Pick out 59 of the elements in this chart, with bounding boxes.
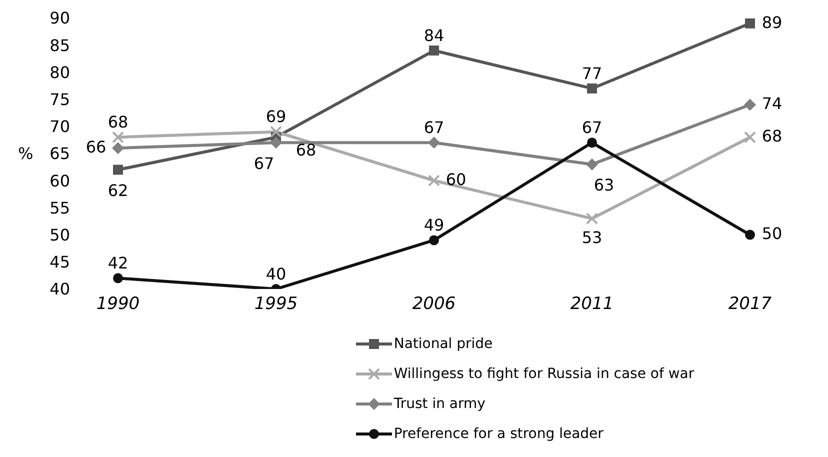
y-tick-label: 85 xyxy=(50,36,70,55)
data-label: 68 xyxy=(108,112,128,132)
data-label: 89 xyxy=(762,12,782,32)
x-tick-label: 2011 xyxy=(570,294,614,314)
point xyxy=(428,136,440,149)
x-tick-label: 2017 xyxy=(728,294,772,314)
data-label: 60 xyxy=(446,170,466,189)
data-label: 67 xyxy=(424,118,444,138)
y-tick-label: 40 xyxy=(50,280,70,299)
x-tick-label: 1995 xyxy=(254,294,298,314)
data-label: 40 xyxy=(266,264,286,284)
legend-label: Willingess to fight for Russia in case of war xyxy=(394,366,694,382)
y-tick-label: 60 xyxy=(50,171,70,190)
y-tick-label: 90 xyxy=(50,8,70,28)
legend-label: Trust in army xyxy=(394,396,486,412)
data-label: 67 xyxy=(254,154,274,174)
y-axis-title: % xyxy=(18,144,34,164)
data-label: 49 xyxy=(424,216,444,235)
data-label: 74 xyxy=(762,94,782,114)
point xyxy=(270,136,282,149)
data-label: 62 xyxy=(108,181,128,200)
point xyxy=(113,273,123,284)
data-label: 67 xyxy=(582,118,602,138)
point xyxy=(745,230,755,240)
data-label: 63 xyxy=(594,176,614,195)
y-tick-label: 70 xyxy=(50,117,70,136)
point xyxy=(112,142,124,154)
x-tick-label: 2006 xyxy=(412,294,456,314)
y-tick-label: 55 xyxy=(50,198,70,218)
data-label: 68 xyxy=(296,140,316,160)
data-label: 53 xyxy=(582,228,602,247)
data-label: 42 xyxy=(108,254,128,273)
legend-label: National pride xyxy=(394,336,493,352)
point xyxy=(744,131,756,144)
data-label: 84 xyxy=(424,26,444,45)
point xyxy=(429,235,439,246)
x-tick-label: 1990 xyxy=(96,294,140,314)
point xyxy=(587,83,597,94)
point xyxy=(586,158,598,170)
data-label: 68 xyxy=(762,126,782,146)
point xyxy=(270,126,282,138)
legend-label: Preference for a strong leader xyxy=(394,426,604,442)
y-tick-label: 45 xyxy=(50,252,70,272)
point xyxy=(586,212,598,225)
y-tick-label: 75 xyxy=(50,90,70,109)
y-tick-label: 50 xyxy=(50,225,70,244)
point xyxy=(112,131,124,144)
point xyxy=(428,174,440,187)
y-tick-label: 65 xyxy=(50,144,70,164)
data-label: 69 xyxy=(266,107,286,126)
point xyxy=(744,98,756,111)
data-label: 77 xyxy=(582,64,602,83)
data-label: 66 xyxy=(86,137,106,156)
y-tick-label: 80 xyxy=(50,62,70,82)
point xyxy=(745,18,755,28)
point xyxy=(113,164,123,175)
point xyxy=(587,138,597,148)
data-label: 50 xyxy=(762,224,782,244)
point xyxy=(429,46,439,56)
